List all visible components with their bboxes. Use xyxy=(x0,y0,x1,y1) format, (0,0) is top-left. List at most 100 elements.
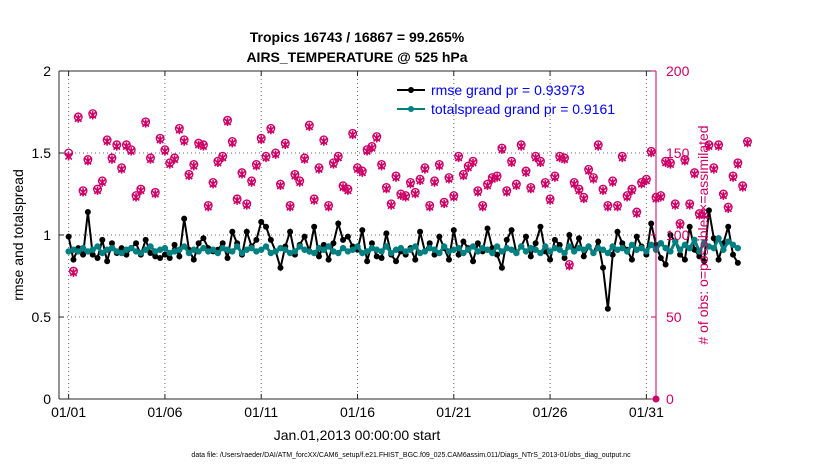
x-tick-label: 01/26 xyxy=(533,404,568,420)
totalspread-point xyxy=(527,244,535,252)
totalspread-point xyxy=(460,249,467,257)
obs-assimilated-marker xyxy=(729,173,737,182)
obs-assimilated-marker xyxy=(546,196,554,205)
obs-assimilated-marker xyxy=(517,142,525,151)
chart-title-line2: AIRS_TEMPERATURE @ 525 hPa xyxy=(246,49,467,65)
totalspread-point xyxy=(440,243,448,250)
totalspread-point xyxy=(397,244,405,252)
obs-assimilated-marker xyxy=(743,138,752,148)
obs-assimilated-marker xyxy=(103,137,111,146)
rmse-point xyxy=(253,236,260,243)
rmse-point xyxy=(657,254,664,261)
totalspread-point xyxy=(623,248,631,255)
totalspread-point xyxy=(474,248,482,255)
rmse-point xyxy=(474,240,481,247)
totalspread-point xyxy=(70,246,77,253)
obs-assimilated-marker xyxy=(137,186,145,195)
obs-assimilated-marker xyxy=(209,179,217,189)
y-right-tick-label: 150 xyxy=(666,145,690,161)
rmse-point xyxy=(710,235,717,242)
rmse-point xyxy=(104,258,111,265)
totalspread-point xyxy=(262,243,270,250)
obs-assimilated-marker xyxy=(632,209,641,218)
rmse-point xyxy=(619,240,626,247)
rmse-point xyxy=(498,264,505,271)
totalspread-point xyxy=(614,246,621,253)
y-right-tick-label: 0 xyxy=(666,391,674,407)
rmse-point xyxy=(378,254,385,261)
rmse-point xyxy=(65,233,72,240)
rmse-point xyxy=(359,227,366,234)
obs-assimilated-marker xyxy=(493,173,501,182)
obs-assimilated-marker xyxy=(469,158,477,168)
totalspread-point xyxy=(455,244,462,252)
obs-assimilated-marker xyxy=(738,183,747,192)
obs-assimilated-marker xyxy=(271,150,280,159)
rmse-point xyxy=(705,207,712,214)
rmse-point xyxy=(277,264,284,271)
obs-assimilated-marker xyxy=(281,140,290,149)
totalspread-point xyxy=(657,240,665,247)
totalspread-point xyxy=(570,248,578,255)
totalspread-point xyxy=(103,246,111,253)
totalspread-point xyxy=(325,243,332,250)
obs-assimilated-marker xyxy=(108,155,116,164)
obs-assimilated-marker xyxy=(440,199,448,209)
obs-assimilated-marker xyxy=(74,114,83,123)
obs-assimilated-marker xyxy=(719,191,728,200)
obs-assimilated-marker xyxy=(305,122,314,131)
obs-assimilated-marker xyxy=(498,145,506,154)
x-tick-label: 01/21 xyxy=(436,404,471,420)
totalspread-point xyxy=(595,244,602,252)
rmse-point xyxy=(580,253,587,260)
obs-assimilated-marker xyxy=(363,147,371,156)
totalspread-point xyxy=(128,244,135,252)
obs-assimilated-marker xyxy=(267,125,275,135)
totalspread-point xyxy=(224,246,231,253)
totalspread-point xyxy=(205,248,212,255)
obs-assimilated-marker xyxy=(199,142,208,151)
obs-assimilated-marker xyxy=(324,202,333,212)
obs-assimilated-marker xyxy=(113,142,121,151)
obs-assimilated-marker xyxy=(238,170,246,179)
rmse-point xyxy=(368,240,375,247)
obs-assimilated-marker xyxy=(397,191,405,200)
rmse-point xyxy=(315,253,322,260)
totalspread-point xyxy=(277,244,284,252)
totalspread-point xyxy=(344,248,352,255)
totalspread-point xyxy=(479,244,486,252)
rmse-point xyxy=(566,232,573,238)
y-axis-left-label: rmse and totalspread xyxy=(10,169,26,301)
obs-assimilated-marker xyxy=(194,140,203,149)
obs-assimilated-marker xyxy=(170,155,179,164)
totalspread-point xyxy=(734,244,742,252)
legend-rmse-label: rmse grand pr = 0.93973 xyxy=(431,82,585,98)
x-tick-label: 01/31 xyxy=(629,404,664,420)
rmse-point xyxy=(609,251,616,258)
rmse-point xyxy=(123,251,130,258)
data-file-footnote: data file: /Users/raeder/DAI/ATM_forcXX/… xyxy=(191,452,631,459)
obs-assimilated-marker xyxy=(117,165,126,174)
rmse-point xyxy=(633,233,640,240)
rmse-point xyxy=(340,236,347,243)
totalspread-point xyxy=(729,241,737,249)
totalspread-point xyxy=(354,243,361,250)
totalspread-point xyxy=(725,238,732,245)
y-left-tick-label: 2 xyxy=(43,63,51,79)
rmse-point xyxy=(686,223,693,230)
y-right-tick-label: 50 xyxy=(666,309,682,325)
x-tick-label: 01/11 xyxy=(244,404,278,420)
obs-assimilated-marker xyxy=(64,152,73,161)
totalspread-point xyxy=(335,249,342,257)
rmse-point xyxy=(715,256,722,263)
obs-assimilated-marker xyxy=(175,125,184,135)
obs-assimilated-marker xyxy=(608,178,617,187)
obs-assimilated-marker xyxy=(589,175,598,184)
obs-assimilated-marker xyxy=(435,161,444,171)
totalspread-point xyxy=(258,246,265,253)
totalspread-point xyxy=(373,246,380,253)
rmse-point xyxy=(157,254,164,261)
rmse-point xyxy=(258,218,265,225)
rmse-point xyxy=(537,223,544,230)
